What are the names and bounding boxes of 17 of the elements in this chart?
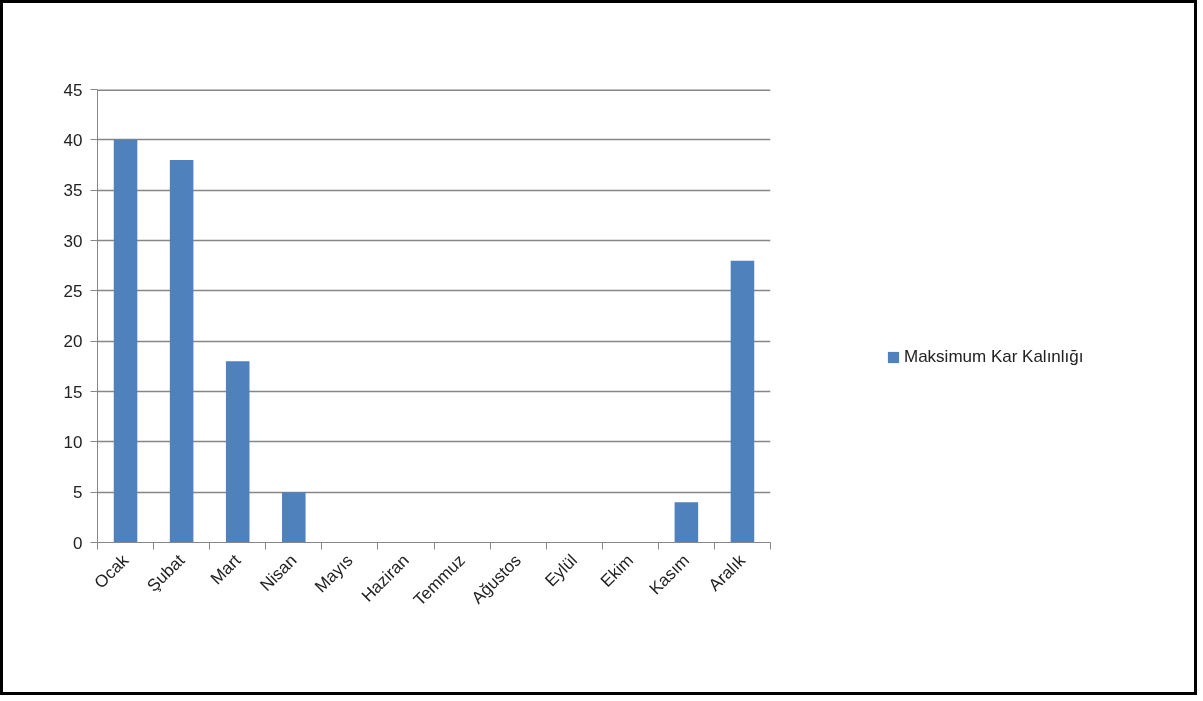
y-tick-label: 5	[73, 483, 83, 503]
y-tick-label: 15	[63, 382, 83, 402]
y-tick-label: 20	[63, 332, 83, 352]
y-tick-label: 25	[63, 281, 83, 301]
bar	[113, 139, 138, 543]
y-tick-label: 40	[63, 130, 83, 150]
bar	[282, 492, 306, 543]
y-tick-label: 0	[73, 533, 83, 553]
bar	[730, 260, 755, 543]
bar	[225, 361, 250, 543]
y-tick-label: 30	[63, 231, 83, 251]
bar	[674, 502, 699, 543]
legend-label: Maksimum Kar Kalınlığı	[904, 347, 1084, 367]
bar	[169, 159, 194, 543]
y-tick-label: 10	[63, 432, 83, 452]
y-tick-label: 45	[63, 80, 83, 100]
y-tick-label: 35	[63, 181, 83, 201]
